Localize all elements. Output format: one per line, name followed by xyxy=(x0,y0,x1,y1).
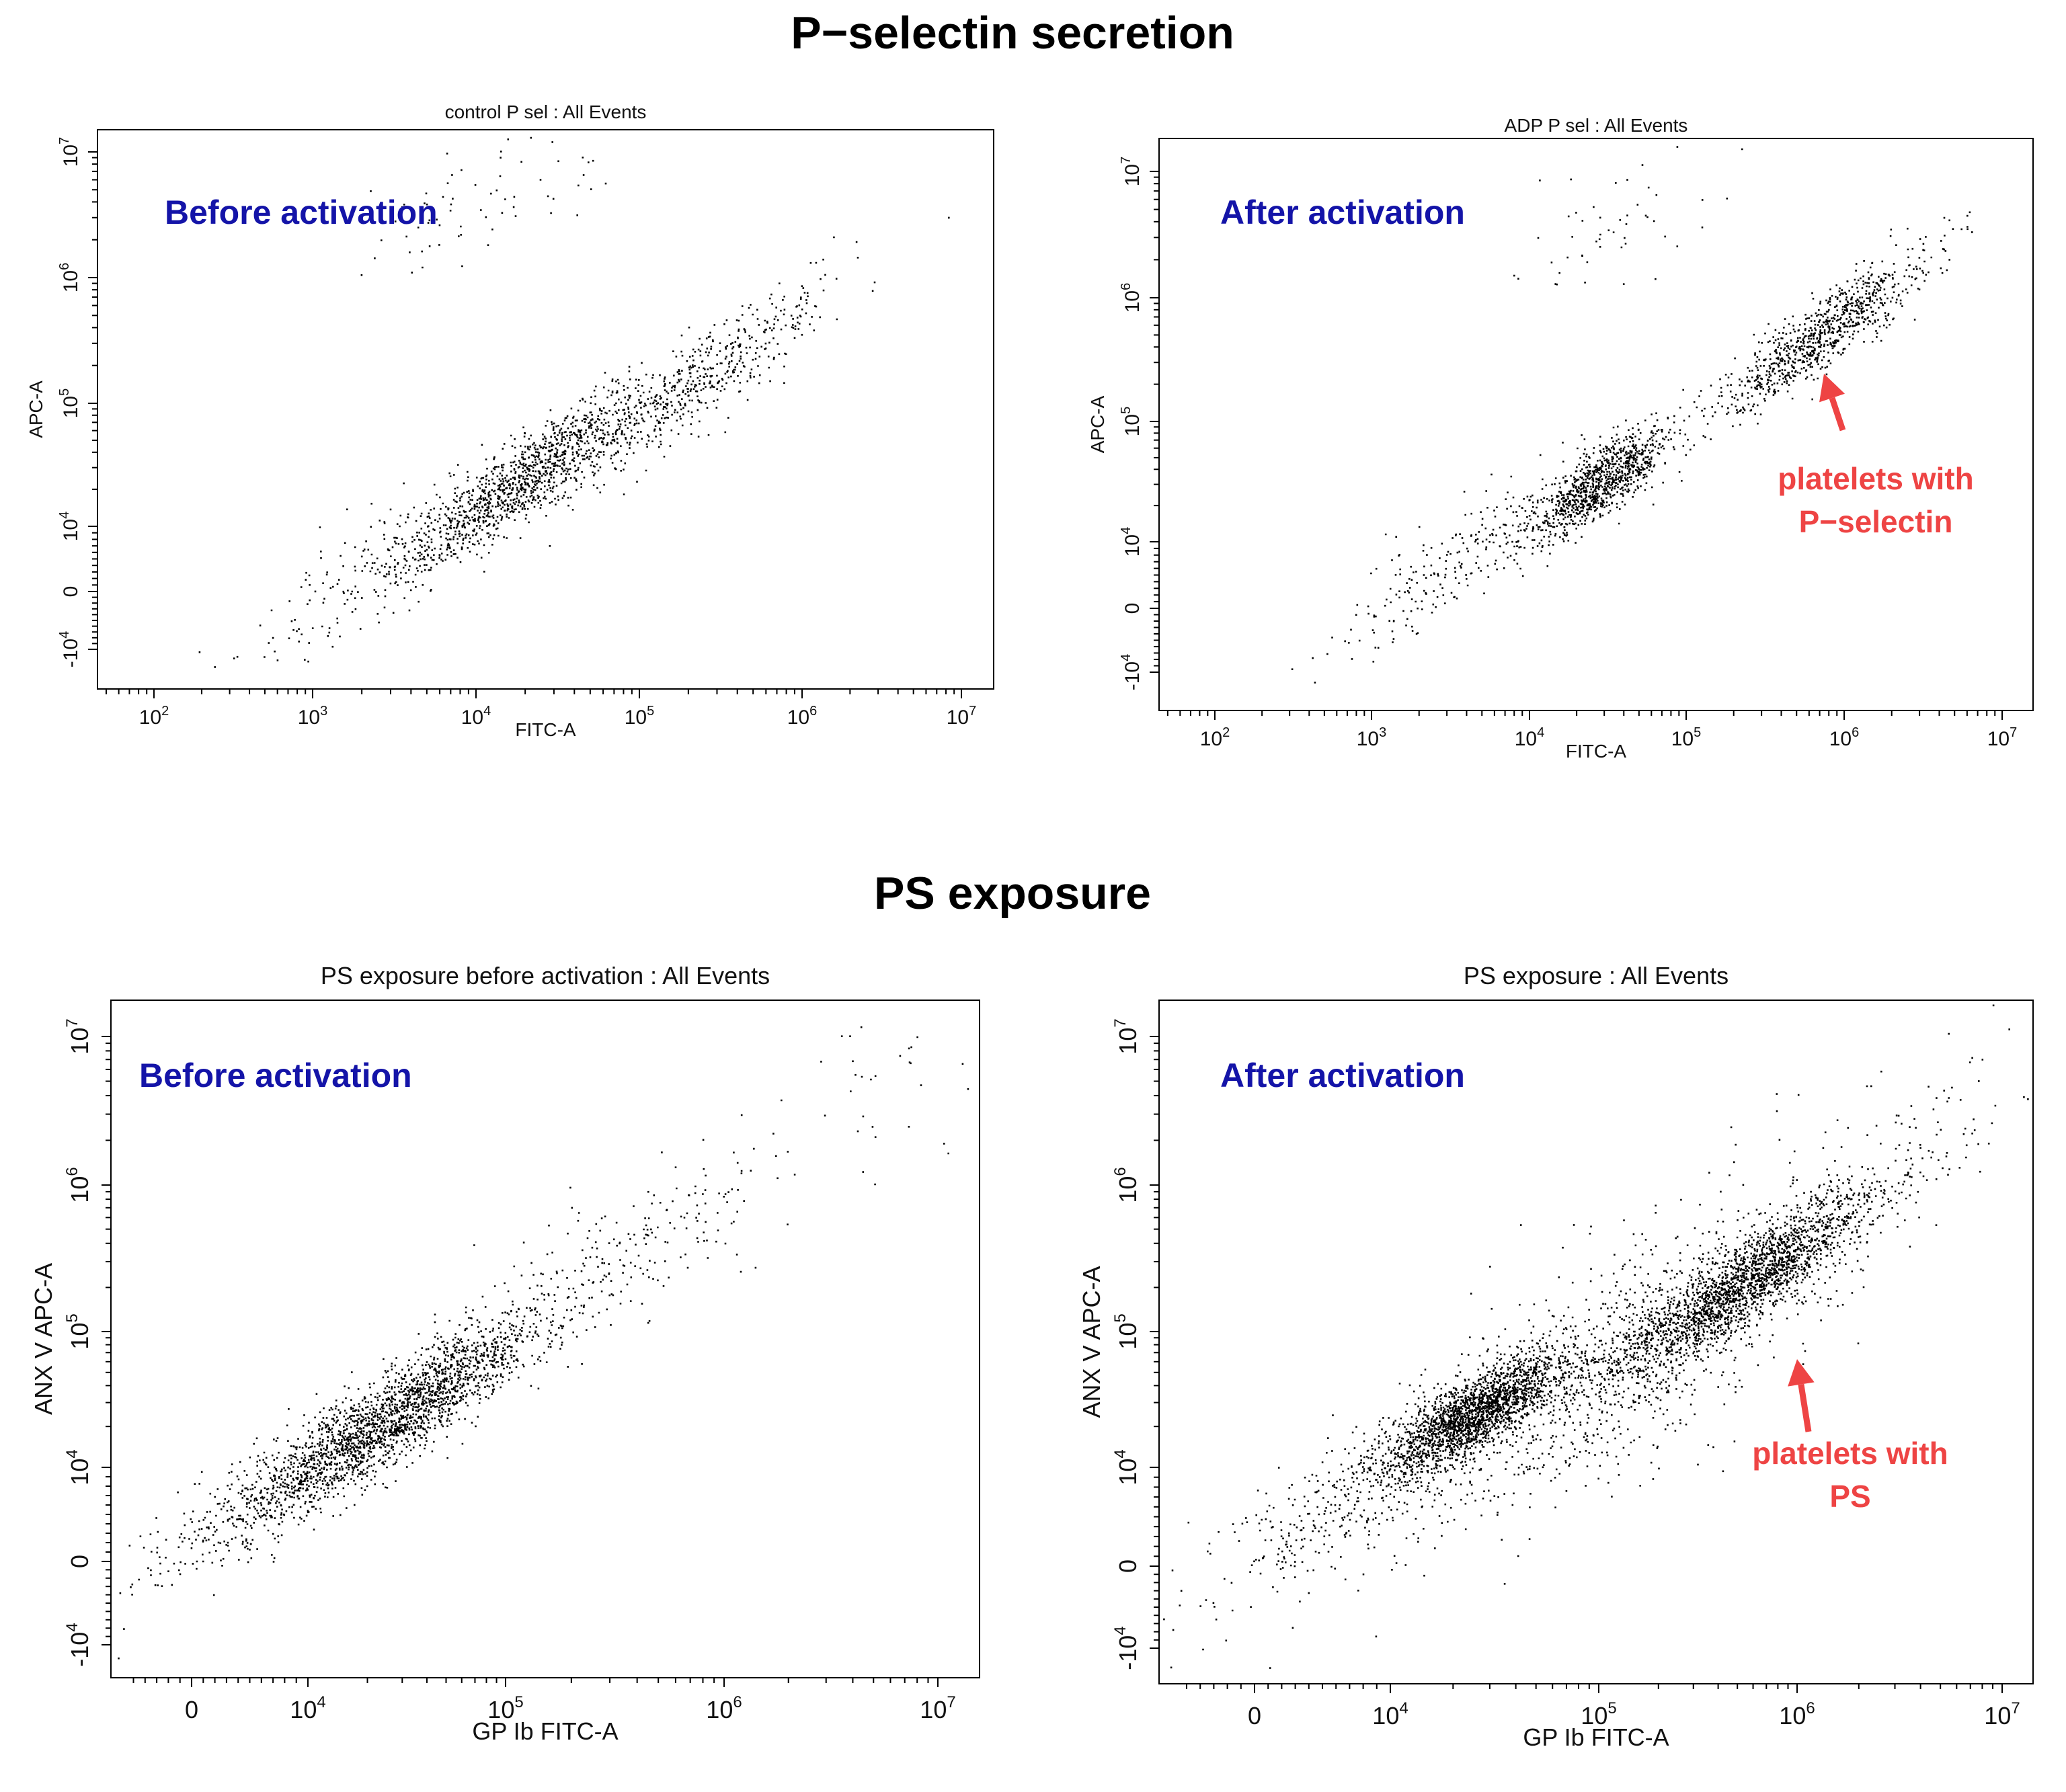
annotation-arrow-shaft xyxy=(1798,1383,1812,1432)
plot-title: ADP P sel : All Events xyxy=(1505,115,1688,136)
plot-title: PS exposure before activation : All Even… xyxy=(321,962,770,989)
y-tick-label: 104 xyxy=(1119,527,1144,557)
annotation-arrow-head xyxy=(1819,374,1845,403)
annotation-label: Before activation xyxy=(165,194,438,231)
y-tick-label: 105 xyxy=(57,389,82,419)
y-tick-label: 106 xyxy=(63,1167,93,1203)
y-axis-label: ANX V APC-A xyxy=(1078,1266,1105,1418)
x-axis-label: FITC-A xyxy=(1566,741,1627,762)
y-tick-label: 104 xyxy=(63,1449,93,1485)
x-tick-label: 107 xyxy=(947,704,977,729)
x-tick-label: 102 xyxy=(1200,725,1230,750)
x-tick-label: 104 xyxy=(1372,1699,1408,1729)
y-tick-label: 106 xyxy=(1119,283,1144,313)
section-title-ps-exposure: PS exposure xyxy=(874,868,1151,919)
y-tick-label: -104 xyxy=(63,1623,93,1666)
y-tick-label: 0 xyxy=(66,1555,93,1568)
plot-title: PS exposure : All Events xyxy=(1464,962,1729,989)
y-tick-label: 0 xyxy=(1121,603,1144,614)
x-tick-label: 103 xyxy=(298,704,328,729)
y-tick-label: 105 xyxy=(1119,407,1144,437)
x-tick-label: 105 xyxy=(1581,1699,1616,1729)
scatter-plot-2: ADP P sel : All Events FITC-A APC-A 102 103 1… xyxy=(1087,115,2034,762)
x-tick-label: 107 xyxy=(920,1693,955,1723)
y-tick-label: 107 xyxy=(1119,157,1144,187)
annotation-label: Before activation xyxy=(139,1057,412,1094)
annotation-label-line: platelets with xyxy=(1752,1436,1948,1471)
x-tick-label: 105 xyxy=(625,704,655,729)
y-axis-label: APC-A xyxy=(26,380,46,438)
x-tick-label: 106 xyxy=(1779,1699,1815,1729)
x-tick-label: 106 xyxy=(706,1693,742,1723)
y-tick-label: -104 xyxy=(57,631,82,667)
annotation-label: After activation xyxy=(1220,1057,1465,1094)
x-axis-label: GP Ib FITC-A xyxy=(1523,1723,1669,1751)
x-tick-label: 106 xyxy=(1829,725,1860,750)
annotation-arrow-shaft xyxy=(1829,397,1846,432)
x-axis-label: FITC-A xyxy=(515,719,576,740)
annotation-label: After activation xyxy=(1220,194,1465,231)
annotation-label-line: platelets with xyxy=(1778,461,1973,496)
annotation-arrow-head xyxy=(1788,1359,1815,1387)
y-tick-label: -104 xyxy=(1119,654,1144,690)
y-tick-label: 107 xyxy=(57,137,82,167)
annotation-label-line: P−selectin xyxy=(1799,504,1953,539)
scatter-points xyxy=(118,1026,969,1660)
y-tick-label: 0 xyxy=(1114,1559,1142,1573)
y-tick-label: 107 xyxy=(1111,1018,1142,1054)
y-tick-label: 104 xyxy=(57,512,82,542)
y-tick-label: 105 xyxy=(63,1313,93,1349)
scatter-dots xyxy=(1163,1004,2029,1669)
x-tick-label: 106 xyxy=(787,704,818,729)
y-tick-label: 107 xyxy=(63,1018,93,1054)
plot-title: control P sel : All Events xyxy=(445,101,647,122)
y-tick-label: 105 xyxy=(1111,1313,1142,1349)
x-tick-label: 104 xyxy=(1515,725,1545,750)
plot-frame xyxy=(1158,138,2034,711)
y-tick-label: -104 xyxy=(1111,1626,1142,1670)
annotation-label-line: PS xyxy=(1829,1479,1870,1514)
x-tick-label: 0 xyxy=(185,1696,198,1723)
scatter-plot-3: PS exposure before activation : All Even… xyxy=(30,962,980,1745)
plot-frame xyxy=(1158,1000,2034,1684)
x-tick-label: 103 xyxy=(1357,725,1387,750)
x-tick-label: 105 xyxy=(1671,725,1702,750)
x-axis-label: GP Ib FITC-A xyxy=(472,1717,618,1745)
y-tick-label: 0 xyxy=(60,586,82,598)
scatter-plot-1: control P sel : All Events FITC-A APC-A 102… xyxy=(26,101,994,740)
x-tick-label: 102 xyxy=(139,704,169,729)
x-tick-label: 104 xyxy=(290,1693,325,1723)
x-tick-label: 107 xyxy=(1987,725,2018,750)
y-tick-label: 104 xyxy=(1111,1449,1142,1485)
y-tick-label: 106 xyxy=(57,263,82,293)
x-tick-label: 0 xyxy=(1248,1702,1261,1729)
scatter-points xyxy=(1163,1004,2029,1669)
scatter-dots xyxy=(118,1026,969,1660)
section-title-p-selectin: P−selectin secretion xyxy=(791,7,1234,58)
y-axis-label: APC-A xyxy=(1087,395,1108,453)
plot-frame xyxy=(110,1000,980,1678)
x-tick-label: 104 xyxy=(461,704,491,729)
y-axis-label: ANX V APC-A xyxy=(30,1263,57,1415)
scatter-plot-4: PS exposure : All Events GP Ib FITC-A ANX … xyxy=(1078,962,2034,1751)
x-tick-label: 107 xyxy=(1984,1699,2020,1729)
x-tick-label: 105 xyxy=(487,1693,523,1723)
y-tick-label: 106 xyxy=(1111,1167,1142,1203)
